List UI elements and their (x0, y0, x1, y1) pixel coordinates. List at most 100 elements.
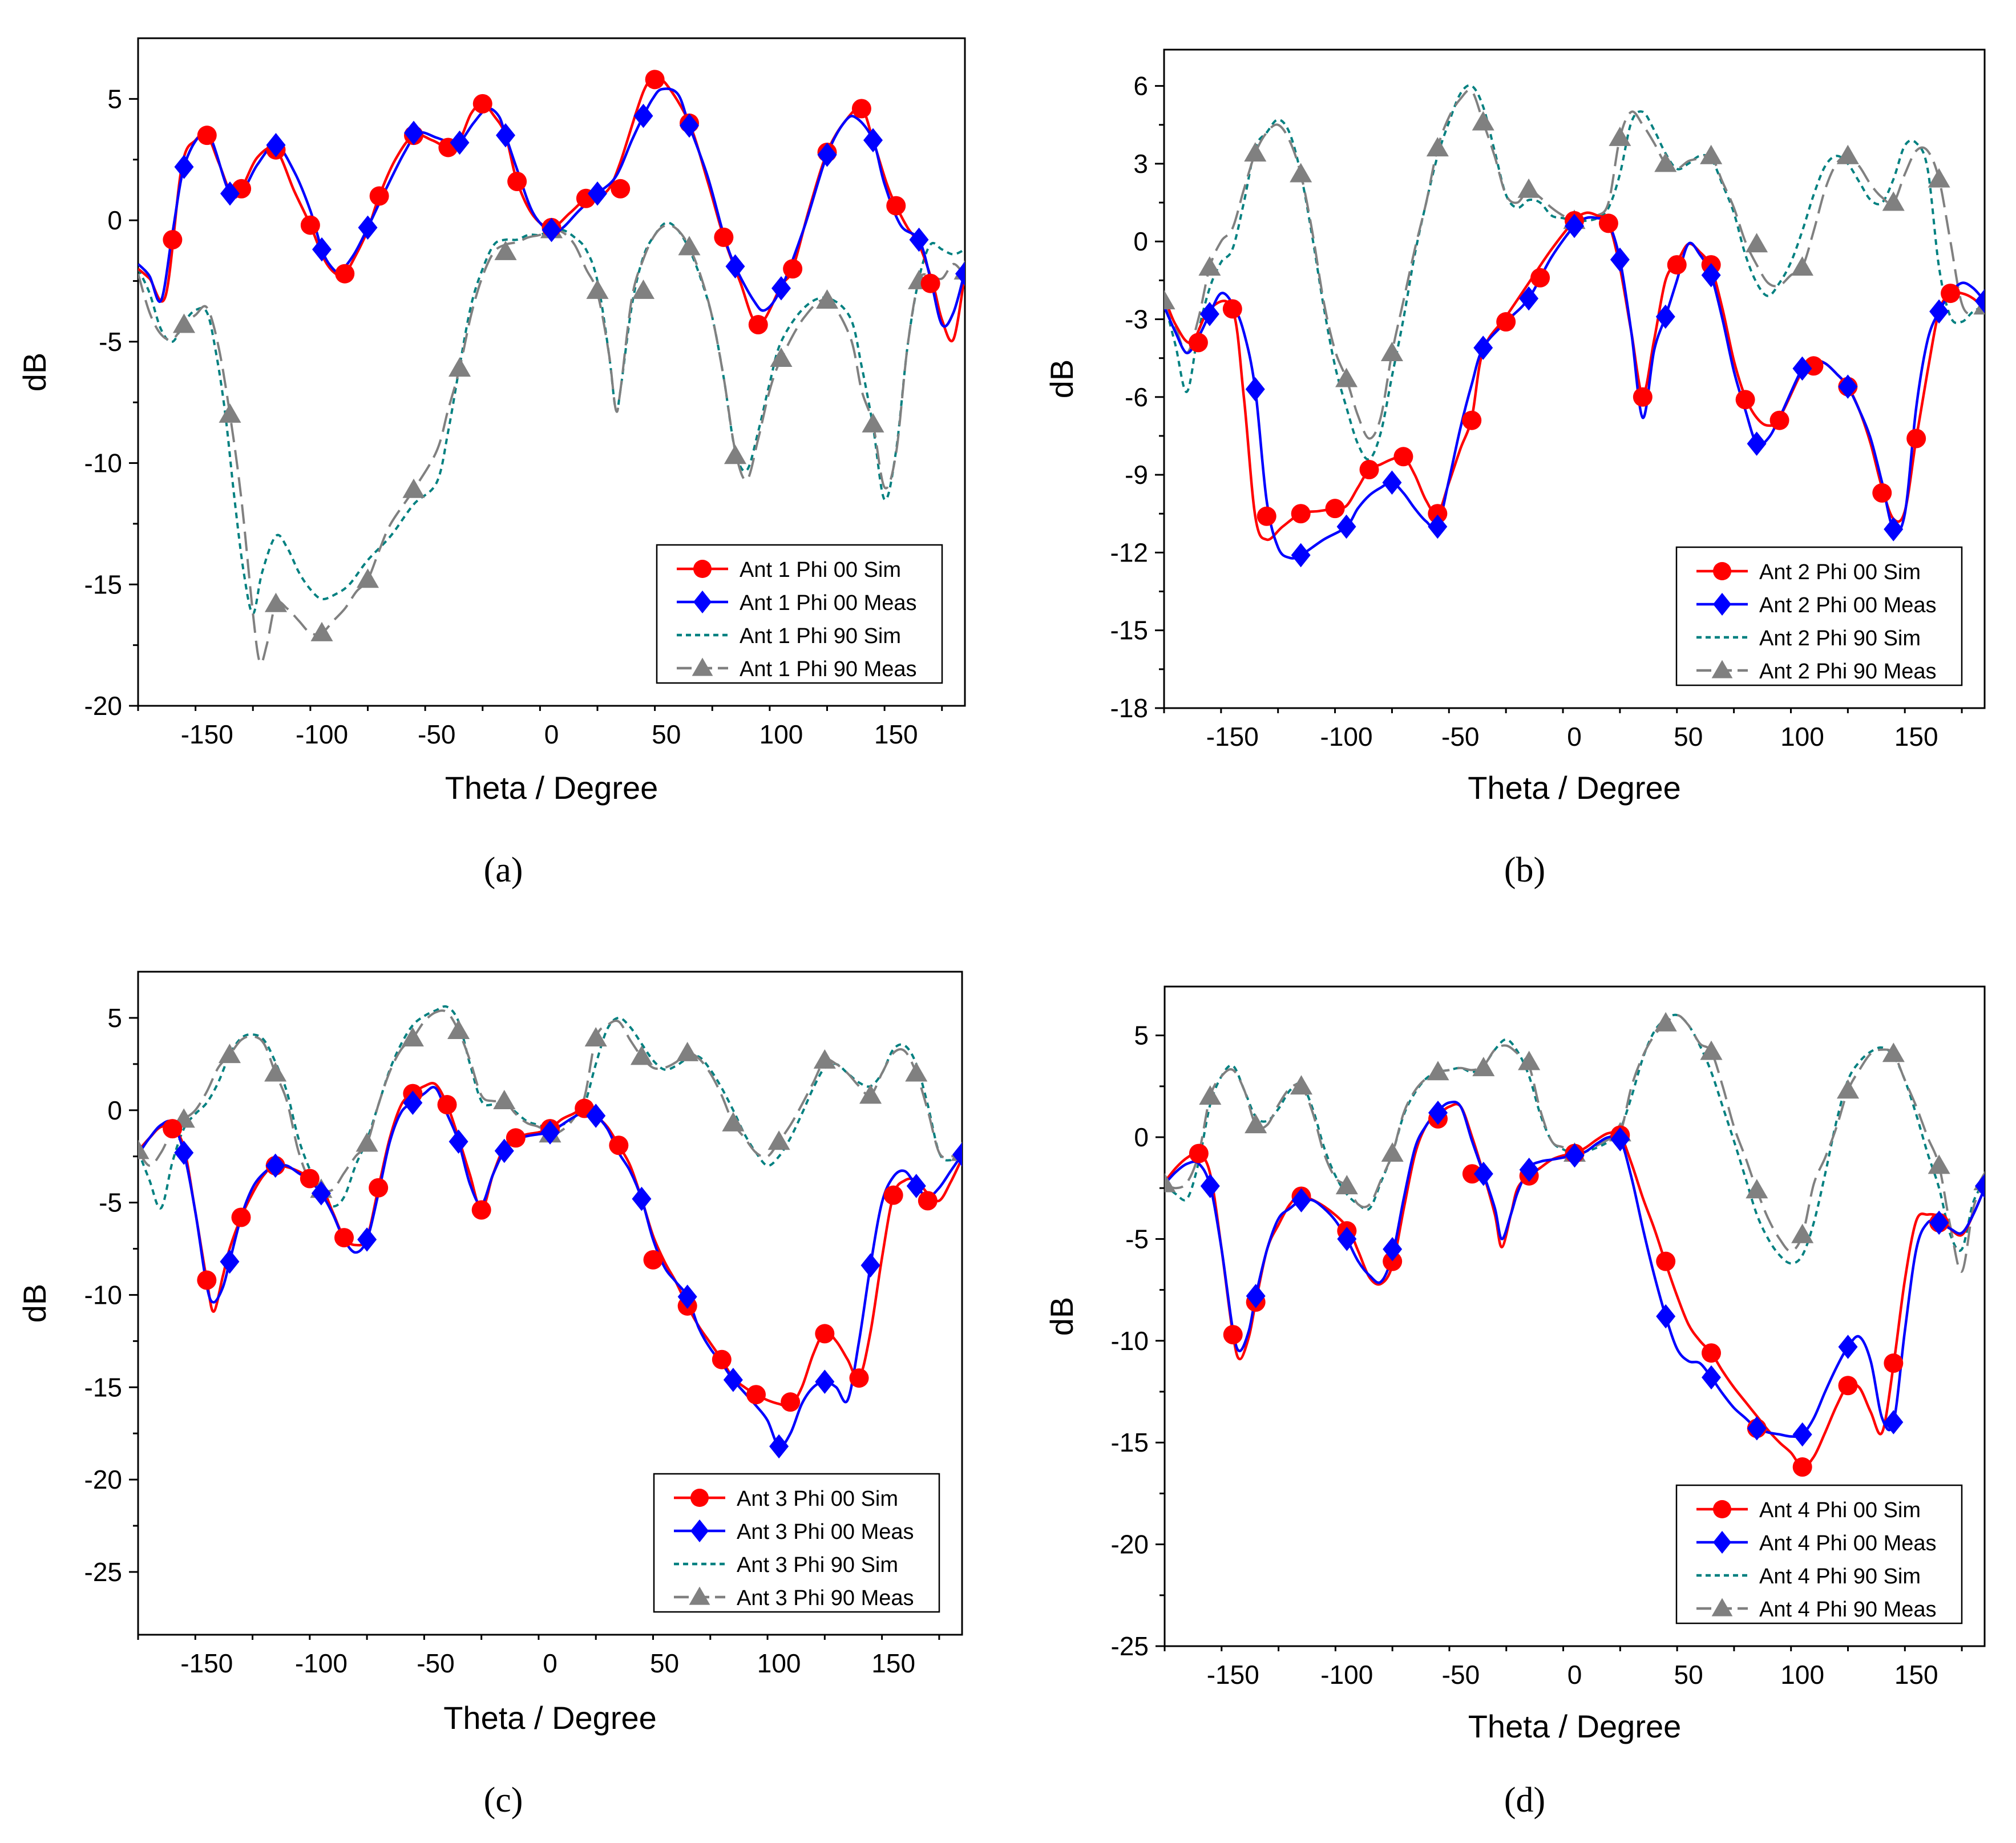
series-marker-sim00 (472, 94, 492, 114)
series-marker-meas90 (172, 313, 196, 333)
series-marker-meas90 (401, 1026, 424, 1046)
series-marker-meas00 (1519, 1157, 1539, 1182)
series-marker-sim00 (815, 1324, 835, 1344)
y-tick-label: -5 (99, 1188, 122, 1218)
series-marker-meas00 (1792, 1422, 1812, 1447)
y-axis-label: dB (17, 1284, 52, 1323)
series-marker-sim00 (849, 1368, 869, 1388)
series-marker-sim00 (781, 1392, 801, 1412)
y-tick-label: -6 (1125, 382, 1148, 412)
series-marker-meas90 (678, 236, 701, 256)
series-marker-meas00 (1473, 1161, 1493, 1186)
series-marker-meas90 (1164, 290, 1175, 310)
series-marker-sim00 (645, 70, 665, 90)
legend-label: Ant 2 Phi 00 Sim (1759, 560, 1921, 584)
series-marker-sim00 (1359, 460, 1379, 480)
series-marker-meas90 (1245, 1114, 1267, 1134)
y-tick-label: 5 (1134, 1021, 1149, 1050)
series-marker-meas90 (310, 621, 333, 641)
series-marker-meas00 (586, 1104, 606, 1128)
y-tick-label: 3 (1133, 149, 1148, 179)
series-marker-meas90 (1882, 191, 1905, 211)
y-tick-label: -10 (84, 448, 122, 478)
panel-c: -150 -100 -50 0 50 100 150-25-20-15-10-505Thet… (17, 971, 963, 1820)
series-marker-meas00 (542, 217, 561, 242)
series-marker-sim00 (471, 1200, 491, 1220)
series-marker-sim00 (300, 1169, 320, 1189)
series-line-sim90 (138, 221, 965, 615)
series-marker-sim00 (197, 1270, 217, 1290)
y-tick-label: 0 (1133, 227, 1148, 256)
series-marker-meas90 (862, 413, 884, 433)
series-marker-meas00 (771, 276, 791, 301)
legend-label: Ant 3 Phi 90 Meas (737, 1586, 914, 1610)
x-axis-label: Theta / Degree (1468, 1708, 1682, 1744)
series-marker-meas90 (1165, 1173, 1176, 1193)
x-tick-label: 50 (650, 1648, 679, 1678)
series-marker-sim00 (1462, 410, 1482, 430)
legend-marker-meas00 (1713, 1531, 1731, 1554)
series-marker-sim00 (1530, 268, 1550, 288)
series-line-sim90 (1164, 84, 1985, 461)
series-marker-meas00 (450, 130, 470, 155)
series-marker-meas90 (1290, 163, 1312, 183)
series-marker-sim00 (783, 259, 803, 279)
series-marker-meas90 (770, 347, 793, 367)
x-tick-label: 100 (757, 1648, 801, 1678)
series-marker-meas00 (174, 1140, 194, 1165)
y-tick-label: 0 (1134, 1122, 1149, 1152)
plot-area (138, 1005, 962, 1459)
series-marker-sim00 (1393, 447, 1413, 467)
series-marker-meas00 (906, 1174, 926, 1198)
series-marker-meas90 (219, 403, 241, 423)
series-marker-sim00 (1325, 499, 1345, 519)
series-marker-sim00 (507, 172, 527, 192)
series-marker-meas90 (447, 1020, 470, 1040)
series-marker-meas00 (1610, 247, 1630, 272)
series-marker-meas90 (859, 1084, 882, 1104)
series-marker-meas90 (813, 1049, 836, 1069)
legend-marker-meas90 (689, 1586, 710, 1605)
series-marker-sim00 (746, 1385, 766, 1405)
x-tick-label: -150 (181, 720, 233, 749)
legend-label: Ant 3 Phi 00 Sim (737, 1487, 898, 1511)
y-tick-label: 5 (107, 84, 122, 114)
series-marker-meas90 (584, 1026, 607, 1046)
plot-area (1165, 1012, 1985, 1477)
series-marker-meas90 (1335, 367, 1358, 387)
y-tick-label: -25 (1111, 1631, 1149, 1661)
legend-label: Ant 4 Phi 00 Sim (1759, 1498, 1921, 1522)
legend-marker-meas90 (692, 657, 713, 676)
y-tick-label: -20 (84, 1465, 122, 1494)
series-marker-meas90 (494, 240, 517, 260)
series-marker-sim00 (883, 1185, 903, 1205)
legend: Ant 1 Phi 00 Sim Ant 1 Phi 00 Meas Ant 1 P… (656, 544, 943, 684)
series-marker-sim00 (1792, 1457, 1812, 1477)
y-tick-label: 6 (1133, 71, 1148, 101)
series-marker-meas00 (769, 1434, 789, 1459)
y-axis-label: dB (17, 353, 52, 392)
y-tick-label: -10 (1111, 1326, 1149, 1356)
x-tick-label: -100 (295, 1648, 348, 1678)
x-tick-label: -100 (296, 720, 348, 749)
series-marker-meas00 (1656, 1304, 1676, 1329)
series-marker-meas00 (1610, 1127, 1630, 1151)
x-tick-label: -100 (1320, 722, 1373, 751)
y-tick-label: -5 (99, 327, 122, 357)
series-marker-meas00 (403, 1090, 423, 1116)
plot-area (138, 70, 965, 665)
series-marker-meas00 (725, 254, 745, 279)
series-marker-sim00 (1188, 333, 1208, 353)
series-marker-sim00 (1598, 213, 1618, 233)
series-marker-sim00 (163, 230, 183, 250)
series-marker-meas90 (1654, 1012, 1677, 1032)
x-tick-label: 150 (1894, 1660, 1938, 1690)
series-marker-meas00 (1337, 1227, 1357, 1251)
series-marker-meas00 (1655, 304, 1675, 329)
series-marker-meas90 (493, 1090, 516, 1110)
series-marker-meas90 (1928, 168, 1950, 188)
series-marker-meas90 (356, 568, 379, 588)
x-tick-label: 50 (652, 720, 681, 749)
series-marker-meas00 (723, 1368, 743, 1392)
